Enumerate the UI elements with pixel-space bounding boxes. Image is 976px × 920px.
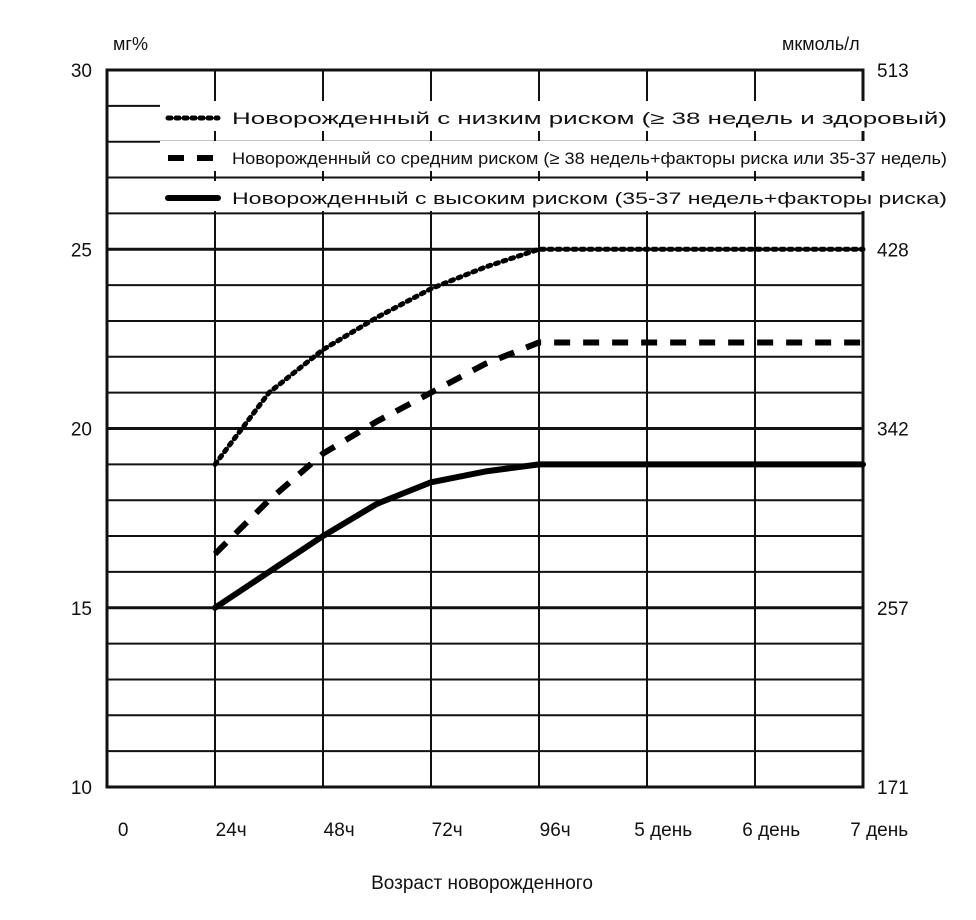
y-tick-left: 25 bbox=[71, 240, 92, 261]
legend-label: Новорожденный со средним риском (≥ 38 не… bbox=[232, 149, 947, 168]
y-tick-left: 10 bbox=[71, 778, 92, 799]
legend: Новорожденный с низким риском (≥ 38 неде… bbox=[160, 101, 960, 211]
series-line-dotted bbox=[212, 246, 866, 467]
grid bbox=[107, 70, 863, 787]
left-axis-ticks: 30 25 20 15 10 bbox=[71, 61, 92, 799]
x-tick: 0 bbox=[118, 820, 129, 841]
y-tick-left: 15 bbox=[71, 599, 92, 620]
legend-label: Новорожденный с высоким риском (35-37 не… bbox=[232, 189, 947, 208]
x-tick: 5 день bbox=[634, 820, 692, 841]
left-unit-label: мг% bbox=[113, 34, 148, 54]
legend-entry-background bbox=[160, 181, 960, 211]
x-tick: 24ч bbox=[216, 820, 247, 841]
x-tick: 96ч bbox=[540, 820, 571, 841]
plot-frame bbox=[105, 68, 865, 789]
y-tick-right: 257 bbox=[877, 599, 909, 620]
x-tick: 48ч bbox=[324, 820, 355, 841]
y-tick-left: 20 bbox=[71, 420, 92, 441]
x-axis-title: Возраст новорожденного bbox=[371, 873, 593, 894]
y-tick-left: 30 bbox=[71, 61, 92, 82]
legend-label: Новорожденный с низким риском (≥ 38 неде… bbox=[232, 109, 947, 128]
legend-entry-background bbox=[160, 101, 960, 131]
right-unit-label: мкмоль/л bbox=[782, 34, 860, 54]
x-tick: 6 день bbox=[742, 820, 800, 841]
series-line-dashed bbox=[212, 339, 863, 557]
y-tick-right: 513 bbox=[877, 61, 909, 82]
y-tick-right: 171 bbox=[877, 778, 909, 799]
right-axis-ticks: 513 428 342 257 171 bbox=[877, 61, 909, 799]
y-tick-right: 428 bbox=[877, 240, 909, 261]
series-line-solid bbox=[212, 461, 866, 611]
x-tick: 72ч bbox=[432, 820, 463, 841]
series-lines bbox=[212, 246, 866, 611]
x-tick: 7 день bbox=[850, 820, 908, 841]
y-tick-right: 342 bbox=[877, 420, 909, 441]
x-axis-ticks: 0 24ч 48ч 72ч 96ч 5 день 6 день 7 день bbox=[118, 820, 908, 841]
legend-entry-background bbox=[160, 141, 960, 171]
